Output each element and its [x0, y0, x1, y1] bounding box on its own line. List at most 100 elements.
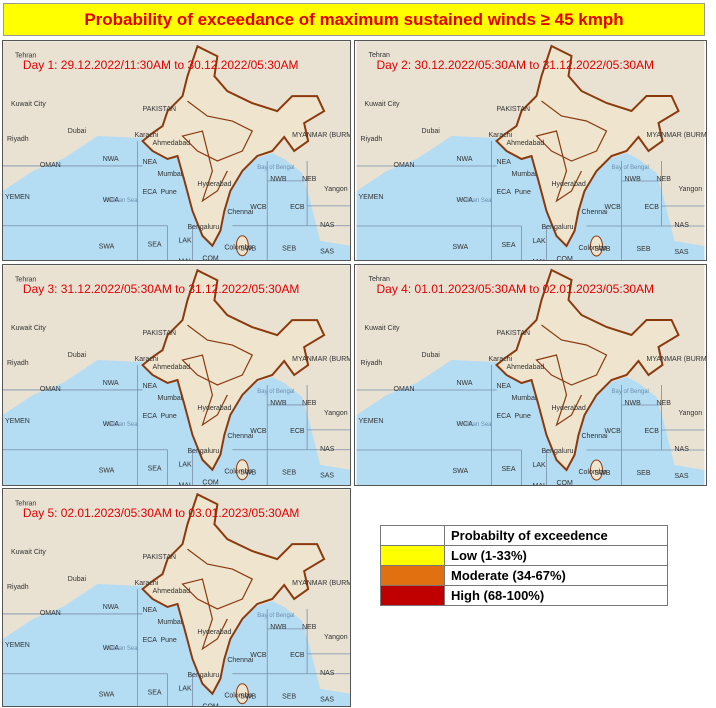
map-label: NEA [143, 607, 158, 614]
map-label: LAK [178, 686, 192, 693]
map-label: Mumbai [158, 171, 183, 178]
map-label: Karachi [135, 580, 159, 587]
map-label: Arabian Sea [105, 198, 139, 204]
map-label: SAS [320, 473, 334, 480]
map-label: COM [202, 480, 218, 485]
sri-lanka [235, 459, 249, 481]
panel-label: Day 2: 30.12.2022/05:30AM to 31.12.2022/… [377, 58, 655, 72]
map-label: NEA [143, 383, 158, 390]
map-label: NWB [625, 400, 642, 407]
sea [3, 360, 350, 485]
map-label: SEB [637, 246, 651, 253]
india [495, 268, 680, 472]
map-label: Hyderabad [197, 629, 231, 636]
map-label: Arabian Sea [105, 646, 139, 652]
map-label: LAK [178, 462, 192, 469]
map-label: Dubai [68, 352, 87, 359]
map-label: Yangon [679, 186, 703, 193]
map-label: Kuwait City [11, 101, 46, 108]
map-label: Dubai [68, 576, 87, 583]
map-label: Tehran [15, 276, 36, 283]
map-label: WCB [605, 204, 622, 211]
map-label: COM [557, 480, 574, 485]
map-label: Bay of Bengal [612, 389, 649, 395]
map-label: PAKISTAN [143, 330, 176, 337]
legend-row: Moderate (34-67%) [380, 565, 668, 586]
map-label: Kuwait City [365, 325, 401, 332]
map: Tehran Kuwait City Riyadh Dubai PAKISTAN Kara… [3, 41, 350, 260]
india [141, 44, 326, 248]
map-label: NEB [302, 624, 317, 631]
map: Tehran Kuwait City Riyadh Dubai PAKISTAN Kara… [356, 265, 707, 485]
map-label: YEMEN [359, 418, 384, 425]
state-borders [181, 100, 254, 203]
map-label: SEA [502, 242, 516, 249]
map-label: SAS [320, 697, 334, 704]
map-label: NEA [143, 159, 158, 166]
map-label: MYANMAR (BURMA) [647, 132, 707, 139]
map-label: OMAN [40, 610, 61, 617]
sea [3, 136, 350, 260]
map-label: SEB [282, 470, 296, 477]
map-label: MAL [178, 483, 192, 485]
map-label: LAK [533, 462, 547, 469]
map-label: COM [557, 256, 574, 260]
map-label: Karachi [489, 132, 513, 139]
map-label: NWB [625, 176, 642, 183]
sri-lanka [235, 683, 249, 705]
map-label: SWB [240, 694, 256, 701]
map-label: ECB [290, 428, 305, 435]
legend-header: Probabilty of exceedence [444, 525, 668, 546]
map-label: Riyadh [7, 136, 29, 143]
map-label: ECA [497, 413, 512, 420]
map-label: SWA [453, 468, 469, 475]
state-borders [535, 100, 608, 203]
map-label: MYANMAR (BURMA) [292, 356, 350, 363]
map-label: Hyderabad [197, 181, 231, 188]
map-label: NEB [302, 176, 317, 183]
map-label: Arabian Sea [105, 422, 139, 428]
map-label: NWA [103, 604, 119, 611]
map-label: LAK [533, 238, 547, 245]
map-label: Pune [515, 189, 531, 196]
map-label: Tehran [15, 52, 36, 59]
map-label: PAKISTAN [497, 330, 531, 337]
panel-label: Day 4: 01.01.2023/05:30AM to 02.01.2023/… [377, 282, 655, 296]
map-label: MYANMAR (BURMA) [647, 356, 707, 363]
legend: Probabilty of exceedence Low (1-33%) Moder… [380, 525, 668, 606]
map-label: NWB [270, 176, 287, 183]
map-label: SWB [240, 246, 256, 253]
map-label: SWA [453, 244, 469, 251]
map-label: SEB [282, 694, 296, 701]
map-label: WCA [103, 645, 120, 652]
map-label: Bay of Bengal [612, 165, 649, 171]
sri-lanka [235, 235, 249, 257]
map-label: Hyderabad [552, 405, 586, 412]
map-label: OMAN [40, 162, 61, 169]
map-label: WCA [457, 421, 474, 428]
map-label: NEB [657, 400, 672, 407]
map-label: Colombo [579, 245, 607, 252]
map-label: SEA [148, 242, 162, 249]
sea [356, 360, 705, 485]
map-label: Mumbai [158, 395, 183, 402]
map: Tehran Kuwait City Riyadh Dubai PAKISTAN Kara… [3, 489, 350, 706]
map-label: SWB [595, 470, 611, 477]
map-label: Bay of Bengal [257, 165, 294, 171]
map-label: Riyadh [7, 360, 29, 367]
map-label: MAL [178, 259, 192, 260]
map-label: YEMEN [5, 194, 30, 201]
map-label: Karachi [489, 356, 513, 363]
map-label: NAS [675, 222, 690, 229]
map-label: YEMEN [5, 418, 30, 425]
map-label: Mumbai [512, 395, 537, 402]
map-panel: Tehran Kuwait City Riyadh Dubai PAKISTAN Kara… [2, 40, 351, 261]
map-label: Tehran [15, 500, 36, 507]
map-label: Bengaluru [187, 672, 219, 679]
map-label: Ahmedabad [153, 364, 191, 371]
india [141, 268, 326, 472]
map-label: NEA [497, 383, 512, 390]
map-label: ECB [645, 204, 660, 211]
map-panel: Tehran Kuwait City Riyadh Dubai PAKISTAN Kara… [2, 264, 351, 486]
map-label: SEA [148, 690, 162, 697]
